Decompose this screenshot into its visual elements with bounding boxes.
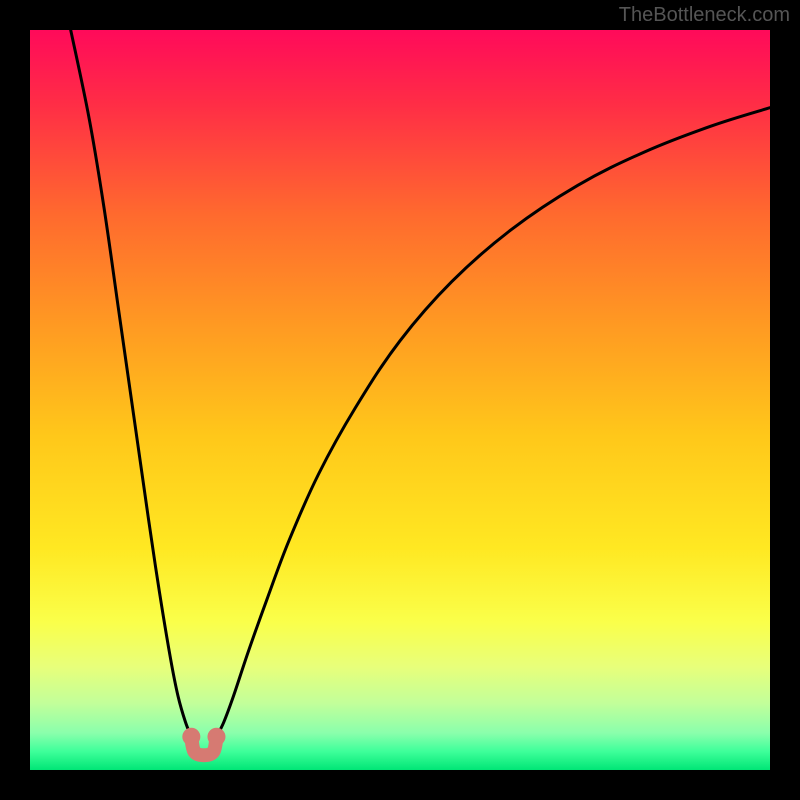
marker-endpoint-left	[182, 728, 200, 746]
bottleneck-curve-chart	[30, 30, 770, 770]
marker-endpoint-right	[207, 728, 225, 746]
gradient-background	[30, 30, 770, 770]
chart-container: TheBottleneck.com	[0, 0, 800, 800]
watermark-text: TheBottleneck.com	[619, 4, 790, 27]
